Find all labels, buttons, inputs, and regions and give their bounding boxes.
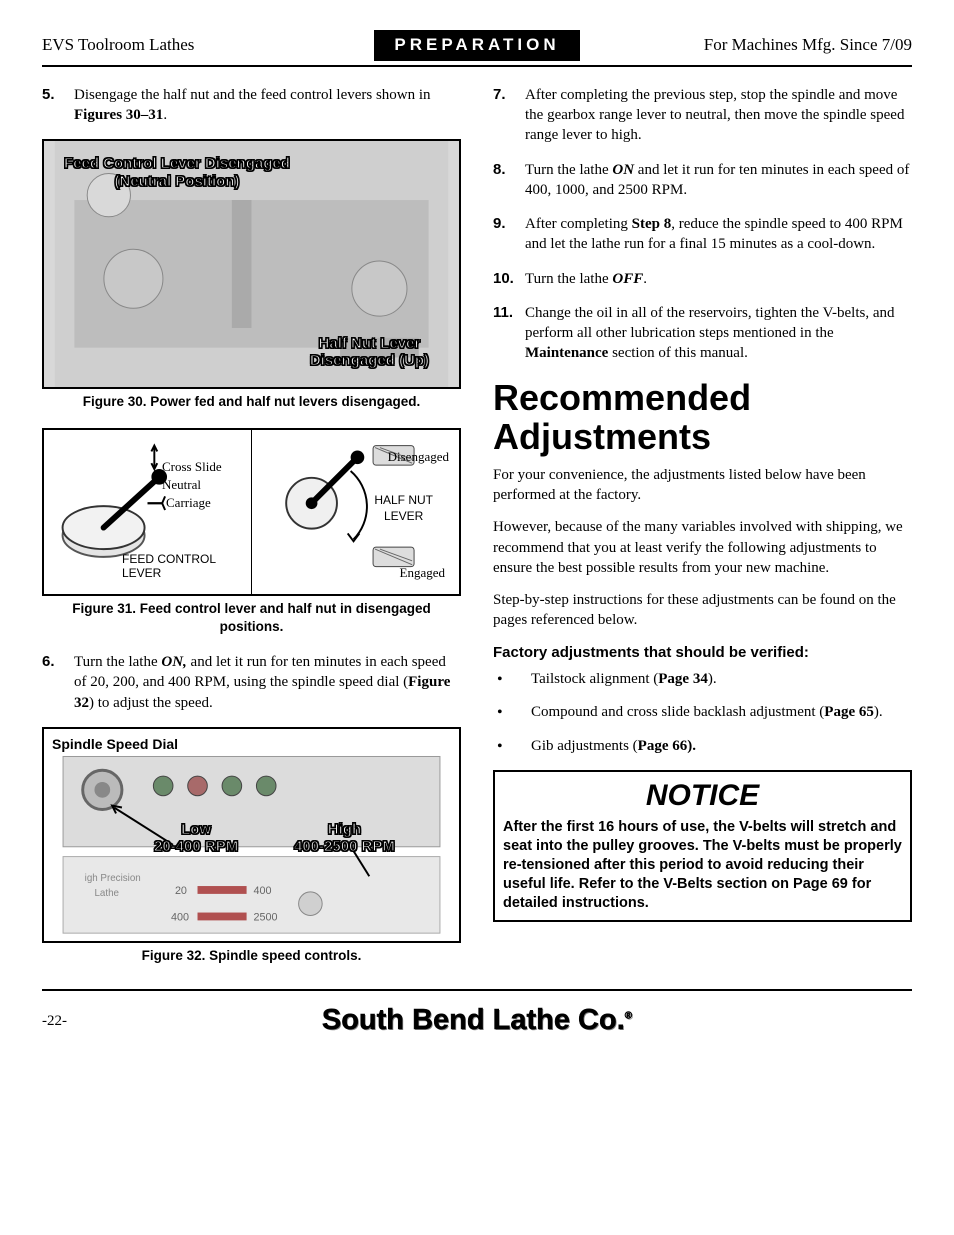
right-column: 7. After completing the previous step, s…	[493, 85, 912, 969]
figure-32: Spindle Speed Dial igh Precision Lathe 2…	[42, 727, 461, 943]
para-1: For your convenience, the adjustments li…	[493, 465, 912, 506]
step-11: 11. Change the oil in all of the reservo…	[493, 303, 912, 364]
step-number: 7.	[493, 85, 525, 146]
step-7: 7. After completing the previous step, s…	[493, 85, 912, 146]
svg-text:igh Precision: igh Precision	[85, 873, 141, 884]
fig30-label-halfnut: Half Nut Lever Disengaged (Up)	[310, 335, 429, 370]
svg-text:400: 400	[171, 911, 189, 923]
figure-30: Feed Control Lever Disengaged (Neutral P…	[42, 139, 461, 389]
fig30-label-feed: Feed Control Lever Disengaged (Neutral P…	[64, 155, 290, 190]
fig31-label-neutral: Neutral	[162, 476, 201, 494]
fig32-high: High 400-2500 RPM	[294, 821, 395, 856]
step-body: Change the oil in all of the reservoirs,…	[525, 303, 912, 364]
step-body: After completing the previous step, stop…	[525, 85, 912, 146]
fig31-left-panel: Cross Slide Neutral Carriage FEED CONTRO…	[44, 430, 251, 594]
section-heading: Recommended Adjustments	[493, 378, 912, 457]
fig32-low: Low 20-400 RPM	[154, 821, 238, 856]
brand-logo: South Bend Lathe Co.®	[102, 1001, 852, 1040]
svg-text:20: 20	[175, 885, 187, 897]
list-item: Compound and cross slide backlash adjust…	[493, 702, 912, 724]
step-body: Disengage the half nut and the feed cont…	[74, 85, 461, 126]
step-number: 5.	[42, 85, 74, 126]
step-number: 6.	[42, 652, 74, 713]
adjustment-list: Tailstock alignment (Page 34). Compound …	[493, 669, 912, 758]
left-column: 5. Disengage the half nut and the feed c…	[42, 85, 461, 969]
notice-body: After the first 16 hours of use, the V-b…	[503, 818, 902, 912]
figure-31-caption: Figure 31. Feed control lever and half n…	[42, 600, 461, 636]
fig31-label-carriage: Carriage	[166, 494, 211, 512]
svg-text:400: 400	[253, 885, 271, 897]
figure-32-caption: Figure 32. Spindle speed controls.	[42, 947, 461, 965]
list-item: Tailstock alignment (Page 34).	[493, 669, 912, 691]
header-bar: EVS Toolroom Lathes PREPARATION For Mach…	[42, 30, 912, 67]
fig31-label-halfnut: HALF NUT LEVER	[374, 492, 433, 524]
notice-title: NOTICE	[503, 776, 902, 817]
fig32-title: Spindle Speed Dial	[52, 735, 178, 754]
step-8: 8. Turn the lathe ON and let it run for …	[493, 160, 912, 201]
figure-31: Cross Slide Neutral Carriage FEED CONTRO…	[42, 428, 461, 596]
step-number: 9.	[493, 214, 525, 255]
fig31-label-feedctrl2: LEVER	[122, 565, 161, 581]
list-item: Gib adjustments (Page 66).	[493, 736, 912, 758]
step-body: After completing Step 8, reduce the spin…	[525, 214, 912, 255]
header-section-badge: PREPARATION	[374, 30, 579, 61]
fig31-right-panel: Disengaged HALF NUT LEVER Engaged	[251, 430, 459, 594]
notice-box: NOTICE After the first 16 hours of use, …	[493, 770, 912, 923]
step-number: 8.	[493, 160, 525, 201]
para-2: However, because of the many variables i…	[493, 517, 912, 578]
header-right: For Machines Mfg. Since 7/09	[580, 34, 912, 57]
fig31-label-cross: Cross Slide	[162, 458, 222, 476]
step-10: 10. Turn the lathe OFF.	[493, 269, 912, 289]
step-body: Turn the lathe ON, and let it run for te…	[74, 652, 461, 713]
step-number: 10.	[493, 269, 525, 289]
step-6: 6. Turn the lathe ON, and let it run for…	[42, 652, 461, 713]
step-body: Turn the lathe ON and let it run for ten…	[525, 160, 912, 201]
figure-32-image: igh Precision Lathe 20 400 400 2500	[44, 729, 459, 941]
header-left: EVS Toolroom Lathes	[42, 34, 374, 57]
subhead: Factory adjustments that should be verif…	[493, 643, 912, 663]
step-9: 9. After completing Step 8, reduce the s…	[493, 214, 912, 255]
fig31-label-eng: Engaged	[400, 564, 445, 582]
page-number: -22-	[42, 1011, 102, 1031]
step-number: 11.	[493, 303, 525, 364]
step-body: Turn the lathe OFF.	[525, 269, 912, 289]
figure-30-caption: Figure 30. Power fed and half nut levers…	[42, 393, 461, 411]
para-3: Step-by-step instructions for these adju…	[493, 590, 912, 631]
svg-text:Lathe: Lathe	[94, 888, 119, 899]
step-5: 5. Disengage the half nut and the feed c…	[42, 85, 461, 126]
footer: -22- South Bend Lathe Co.®	[42, 989, 912, 1040]
fig31-label-diseng: Disengaged	[388, 448, 449, 466]
svg-text:2500: 2500	[253, 911, 277, 923]
